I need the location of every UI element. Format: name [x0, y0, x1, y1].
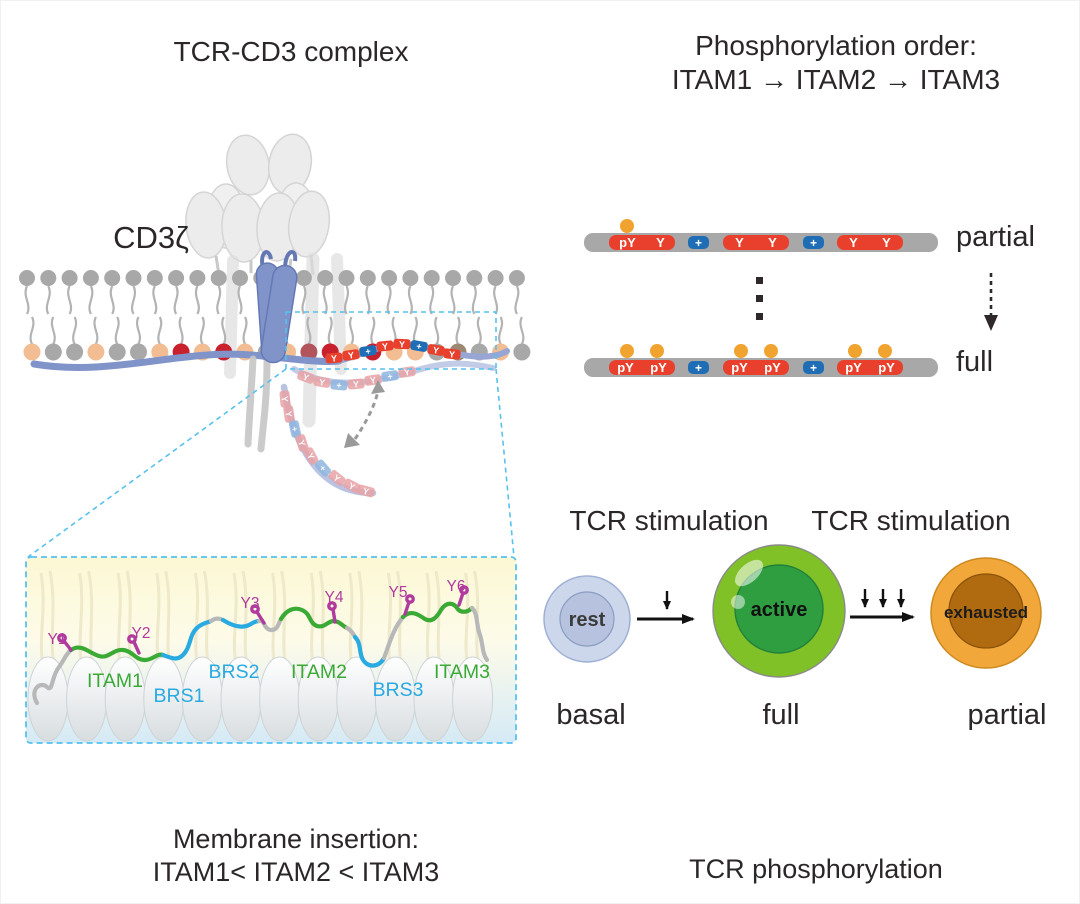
svg-text:Y: Y [279, 396, 289, 403]
phosphate-dot [650, 344, 664, 358]
label-itam3: ITAM3 [434, 661, 490, 683]
tcr-ectodomains [183, 131, 334, 263]
tcr-stimulation-label-2: TCR stimulation [789, 505, 1033, 537]
bar-state-label: full [956, 346, 993, 379]
arrow-active-to-exhausted [850, 589, 913, 617]
phospho-bar-full: pY pY pY pY pY pY + + full [584, 342, 1080, 384]
ellipsis-dots [756, 277, 763, 331]
active-cell: active [713, 545, 845, 677]
figure-canvas: TCR-CD3 complex Phosphorylation order: I… [0, 0, 1080, 904]
label-itam2: ITAM2 [291, 661, 347, 683]
basic-region-plus: + [688, 236, 709, 249]
itam-segment: pY pY [609, 360, 675, 375]
rest-cell-label: rest [569, 609, 606, 631]
tyrosine-site-label: pY [845, 360, 862, 375]
left-caption-line2: ITAM1< ITAM2 < ITAM3 [96, 856, 496, 889]
phosphate-dot [620, 219, 634, 233]
tail-itam-block: Y [279, 390, 291, 408]
tail-itam-block: Y [282, 405, 295, 423]
ellipsis-dot [756, 313, 763, 320]
phosphate-dot [878, 344, 892, 358]
tail-itam-block: Y [393, 339, 410, 350]
exhausted-cell: exhausted [931, 558, 1041, 668]
svg-text:Y: Y [353, 379, 360, 389]
basic-region-plus: + [688, 361, 709, 374]
ellipsis-dot [756, 277, 763, 284]
svg-text:Y: Y [399, 339, 405, 349]
tyrosine-site-label: Y [656, 235, 665, 250]
state-label-basal: basal [521, 699, 661, 732]
label-y3: Y3 [241, 595, 260, 612]
phospho-dots-layer [584, 217, 938, 233]
tyrosine-site-label: pY [764, 360, 781, 375]
svg-text:Y: Y [448, 349, 455, 360]
label-y2: Y2 [132, 625, 151, 642]
itam-bar: pYYYYYY++ [584, 233, 938, 252]
tail-itam-block: Y [443, 348, 461, 360]
phosphate-dot [734, 344, 748, 358]
phosphate-dot [764, 344, 778, 358]
exhausted-cell-label: exhausted [944, 603, 1028, 622]
tyrosine-site-label: pY [878, 360, 895, 375]
basic-region-plus: + [803, 361, 824, 374]
cytoplasmic-stalks [248, 359, 267, 449]
inset-panel: Y1 Y2 Y3 Y4 Y5 Y6 ITAM1 BRS1 BRS2 ITAM2 … [26, 557, 516, 743]
tail-itam-block: Y [356, 484, 375, 498]
label-y6: Y6 [447, 578, 466, 595]
rest-cell: rest [544, 576, 630, 662]
tail-basic-block: + [381, 370, 399, 383]
cd3zeta-label: CD3ζ [113, 220, 189, 255]
label-y1: Y1 [48, 631, 67, 648]
phospho-bar-partial: pYYYYYY++partial [584, 217, 1080, 259]
tail-itam-block: Y [325, 352, 343, 364]
label-y4: Y4 [325, 589, 344, 606]
right-caption: TCR phosphorylation [641, 853, 991, 886]
phospho-dots-layer [584, 342, 938, 358]
membrane-figure: YY+YY+YYYY+YY+YYY+YY+YYY CD3ζ [1, 96, 541, 756]
state-label-full: full [711, 699, 851, 732]
tyrosine-site-label: Y [849, 235, 858, 250]
svg-text:Y: Y [331, 353, 338, 363]
dashed-down-arrow [977, 271, 1007, 335]
left-caption-line1: Membrane insertion: [96, 823, 496, 856]
itam-segment: pY pY [723, 360, 789, 375]
right-title-line2: ITAM1 → ITAM2 → ITAM3 [616, 63, 1056, 97]
state-label-partial: partial [937, 699, 1077, 732]
tyrosine-site-label: pY [731, 360, 748, 375]
label-itam1: ITAM1 [87, 670, 143, 692]
itam-segment: YY [837, 235, 903, 250]
label-y5: Y5 [389, 584, 408, 601]
itam-segment: pY pY [837, 360, 903, 375]
tyrosine-site-label: pY [619, 235, 636, 250]
label-brs2: BRS2 [209, 661, 260, 683]
cell-states-art: rest active exhausted [541, 539, 1080, 689]
left-title: TCR-CD3 complex [111, 35, 471, 69]
phosphate-dot [620, 344, 634, 358]
tyrosine-site-label: pY [617, 360, 634, 375]
ellipsis-dot [756, 295, 763, 302]
tail-itam-block: Y [347, 378, 365, 390]
tyrosine-site-label: Y [882, 235, 891, 250]
right-title-line1: Phosphorylation order: [616, 29, 1056, 63]
itam-segment: YY [723, 235, 789, 250]
svg-text:Y: Y [382, 341, 389, 352]
label-brs3: BRS3 [373, 679, 424, 701]
svg-text:+: + [336, 380, 342, 390]
phosphate-dot [848, 344, 862, 358]
tyrosine-site-label: pY [650, 360, 667, 375]
tyrosine-site-label: Y [735, 235, 744, 250]
tail-basic-block: + [330, 379, 348, 391]
itam-bar: pY pY pY pY pY pY + + [584, 358, 938, 377]
basic-region-plus: + [803, 236, 824, 249]
tyrosine-site-label: Y [768, 235, 777, 250]
active-cell-label: active [751, 599, 808, 621]
itam-segment: pY Y [609, 235, 675, 250]
exchange-arrow [344, 380, 385, 448]
tail-itam-block: Y [398, 366, 416, 379]
arrow-rest-to-active [637, 591, 693, 619]
tcr-stimulation-label-1: TCR stimulation [554, 505, 784, 537]
bar-state-label: partial [956, 221, 1035, 254]
label-brs1: BRS1 [154, 685, 205, 707]
